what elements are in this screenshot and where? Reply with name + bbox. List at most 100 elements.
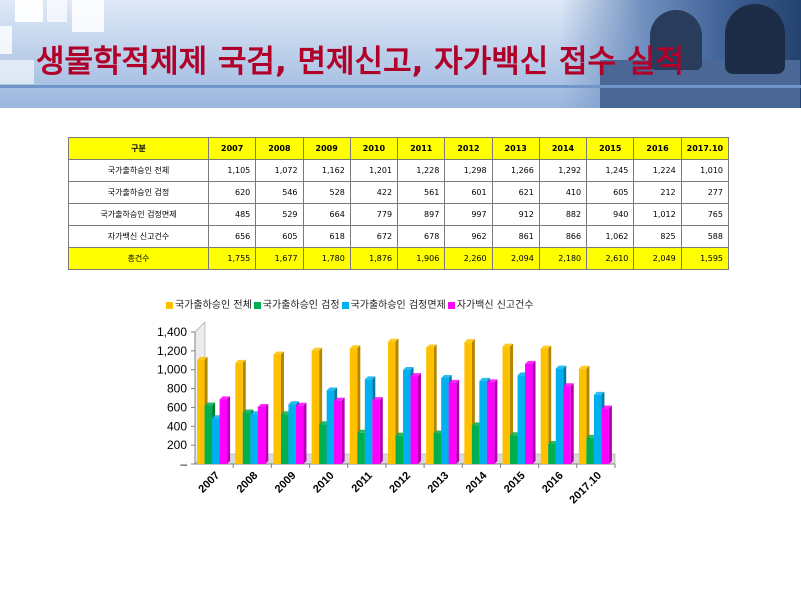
bar-top <box>448 379 460 383</box>
banner-decor-square <box>0 26 12 54</box>
bar <box>563 386 571 464</box>
table-cell: 897 <box>397 203 446 226</box>
bar-top <box>410 373 421 377</box>
table-header-year: 2011 <box>397 137 446 160</box>
bar-top <box>219 396 231 400</box>
row-label: 국가출하승인 검정면제 <box>68 203 209 226</box>
table-cell: 605 <box>255 225 304 248</box>
bar-top <box>486 379 498 383</box>
bar <box>433 433 442 464</box>
bar-side <box>227 396 231 464</box>
bar-top <box>334 397 345 401</box>
bar <box>280 414 289 464</box>
bar <box>601 408 609 464</box>
table-header-year: 2012 <box>444 137 493 160</box>
legend-swatch <box>253 301 261 309</box>
table-cell: 1,072 <box>255 159 304 182</box>
bar-top <box>593 391 605 395</box>
bar <box>219 399 228 464</box>
data-table: 구분 2007 2008 2009 2010 2011 2012 2013 2014 2015 20… <box>68 137 730 270</box>
table-header-year: 2016 <box>633 137 682 160</box>
table-cell: 2,049 <box>633 247 682 270</box>
bar <box>295 405 304 464</box>
bar <box>257 406 266 464</box>
table-cell: 1,292 <box>538 159 588 182</box>
table-cell: 882 <box>538 203 588 226</box>
table-header-year: 2017.10 <box>680 137 730 160</box>
table-cell: 1,755 <box>207 247 257 270</box>
y-tick-label: 1,000 <box>157 363 187 377</box>
table-cell: 1,105 <box>207 159 257 182</box>
bar-top <box>563 383 574 387</box>
bar <box>235 362 243 464</box>
bar <box>525 363 533 464</box>
bar <box>486 382 495 464</box>
table-cell: 2,094 <box>491 247 540 270</box>
bar-side <box>341 397 345 464</box>
legend-item: 국가출하승인 전체 <box>166 296 252 311</box>
x-tick-label: 2016 <box>540 470 566 496</box>
x-tick-label: 2011 <box>350 470 375 495</box>
bar-side <box>456 379 460 464</box>
bar-top <box>295 402 307 406</box>
table-cell: 1,876 <box>349 247 399 270</box>
bar-top <box>388 338 399 342</box>
legend-item: 국가출하승인 검정 <box>253 296 340 311</box>
table-cell: 1,595 <box>680 247 730 270</box>
bar-side <box>379 397 383 464</box>
bar <box>273 354 281 464</box>
table-cell: 529 <box>255 203 304 226</box>
x-tick-label: 2012 <box>387 470 413 496</box>
x-tick-label: 2010 <box>311 470 337 496</box>
bar-top <box>326 387 338 391</box>
legend-item: 국가출하승인 검정면제 <box>341 296 446 311</box>
bar <box>357 432 365 464</box>
bar-top <box>540 345 552 349</box>
y-tick-label: 600 <box>167 400 187 414</box>
table-cell: 1,010 <box>680 159 730 182</box>
bar <box>349 348 358 464</box>
table-cell: 618 <box>302 225 351 248</box>
bar-top <box>288 401 299 405</box>
table-cell: 866 <box>538 225 588 248</box>
table-header-year: 2007 <box>207 137 257 160</box>
bar <box>426 347 434 464</box>
table-cell: 2,260 <box>444 247 493 270</box>
table-header-year: 2010 <box>349 137 399 160</box>
bar <box>502 346 511 464</box>
bar-chart: – 200 400 600 800 1,000 1,200 1,400 2007 2008 2009… <box>157 321 616 507</box>
bar-side <box>418 373 421 464</box>
table-cell: 962 <box>444 225 493 248</box>
bar <box>593 394 602 464</box>
bar-top <box>273 351 284 355</box>
bar <box>448 382 457 464</box>
bar-top <box>426 344 437 348</box>
bar <box>334 400 342 464</box>
table-cell: 1,228 <box>397 159 446 182</box>
row-label: 총건수 <box>68 247 209 270</box>
x-tick-label: 2015 <box>502 470 528 496</box>
table-cell: 528 <box>302 181 351 204</box>
table-header-year: 2013 <box>491 137 540 160</box>
table-cell: 1,906 <box>397 247 446 270</box>
table-cell: 485 <box>207 203 257 226</box>
table-row: 국가출하승인 검정면제 485 529 664 779 897 997 912 882 940 1,… <box>68 203 730 226</box>
row-label: 국가출하승인 검정 <box>68 181 209 204</box>
legend-label: 국가출하승인 전체 <box>175 300 252 311</box>
bar-top <box>311 347 323 351</box>
banner-decor-square <box>47 0 67 22</box>
legend-label: 국가출하승인 검정 <box>262 300 340 311</box>
table-cell: 546 <box>255 181 304 204</box>
x-tick-label: 2017.10 <box>567 470 604 507</box>
table-cell: 588 <box>680 225 730 248</box>
table-cell: 601 <box>444 181 493 204</box>
banner-decor-square <box>72 0 104 32</box>
table-total-row: 총건수 1,755 1,677 1,780 1,876 1,906 2,260 2,094 2,… <box>68 247 730 270</box>
bar <box>479 380 487 464</box>
banner-photo <box>560 0 801 108</box>
bar <box>319 424 327 464</box>
legend-item: 자가백신 신고건수 <box>447 296 534 311</box>
bar-top <box>242 409 254 413</box>
bar-top <box>364 376 376 380</box>
bar <box>410 376 418 464</box>
